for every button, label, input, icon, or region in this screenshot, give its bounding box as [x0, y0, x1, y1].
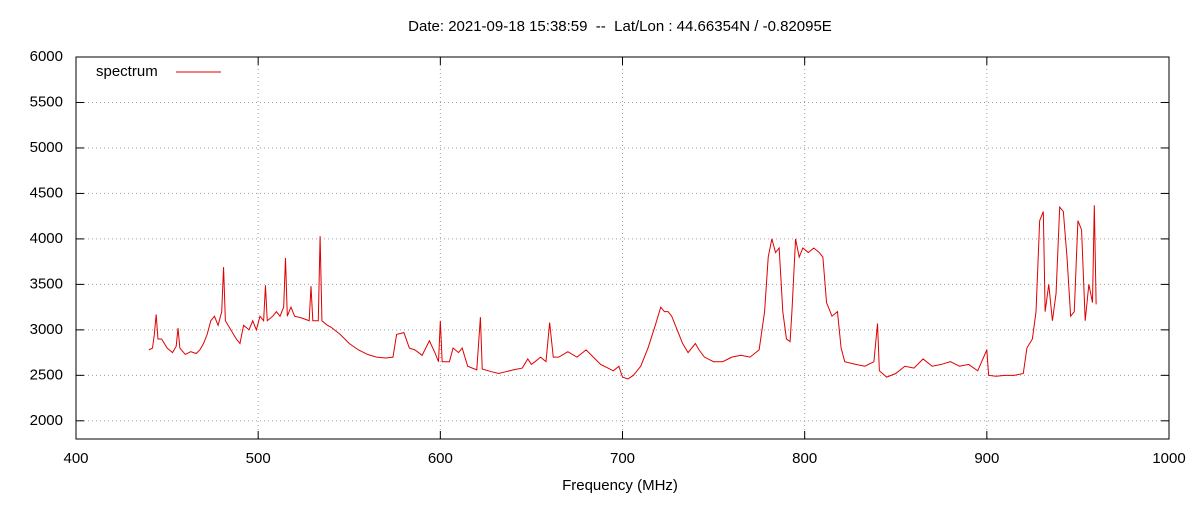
chart-title: Date: 2021-09-18 15:38:59 -- Lat/Lon : 4…	[408, 18, 832, 35]
y-tick-label: 4500	[30, 184, 63, 201]
spectrum-line	[148, 205, 1097, 380]
x-axis-label: Frequency (MHz)	[562, 477, 678, 494]
y-tick-label: 4000	[30, 230, 63, 247]
y-tick-label: 2500	[30, 366, 63, 383]
x-tick-label: 800	[792, 450, 817, 467]
x-tick-label: 500	[246, 450, 271, 467]
x-tick-label: 900	[974, 450, 999, 467]
x-tick-label: 600	[428, 450, 453, 467]
y-tick-label: 6000	[30, 48, 63, 65]
y-tick-label: 3500	[30, 275, 63, 292]
x-tick-label: 1000	[1152, 450, 1185, 467]
y-tick-label: 5500	[30, 93, 63, 110]
x-tick-label: 700	[610, 450, 635, 467]
x-tick-label: 400	[63, 450, 88, 467]
y-tick-label: 3000	[30, 321, 63, 338]
plot-border	[75, 56, 1170, 440]
y-tick-label: 5000	[30, 139, 63, 156]
legend-label: spectrum	[96, 63, 158, 80]
y-tick-label: 2000	[30, 412, 63, 429]
